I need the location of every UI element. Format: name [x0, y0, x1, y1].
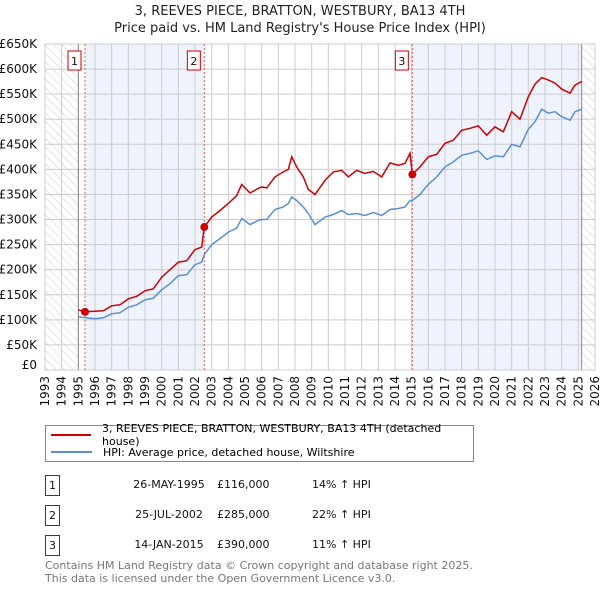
- sale-point: [81, 307, 89, 316]
- y-tick-label: £400K: [0, 162, 38, 176]
- x-tick-label: 2019: [471, 376, 485, 407]
- x-tick-label: 2014: [388, 376, 402, 407]
- x-tick-label: 2016: [421, 376, 435, 407]
- y-tick-label: £450K: [0, 137, 38, 151]
- x-tick-label: 1994: [55, 376, 69, 407]
- sale-point: [200, 223, 209, 232]
- y-tick-label: £650K: [0, 37, 38, 51]
- x-tick-label: 2006: [255, 376, 269, 407]
- marker-badge: 1: [45, 475, 60, 496]
- x-tick-label: 2017: [438, 376, 452, 407]
- x-tick-label: 2001: [171, 376, 185, 407]
- y-tick-label: £250K: [0, 238, 38, 252]
- x-tick-label: 2007: [271, 376, 285, 407]
- legend-item-hpi: HPI: Average price, detached house, Wilt…: [46, 444, 355, 460]
- sale-marker-badge: [67, 50, 82, 71]
- legend: 3, REEVES PIECE, BRATTON, WESTBURY, BA13…: [45, 422, 474, 462]
- x-tick-label: 2005: [238, 376, 252, 407]
- x-tick-label: 2024: [555, 376, 569, 407]
- legend-label: HPI: Average price, detached house, Wilt…: [103, 445, 355, 459]
- y-tick-label: £200K: [0, 263, 38, 277]
- price-chart: 1993 1994 1995 1996 1997 1998 1999 2000 2001 2002…: [0, 37, 600, 407]
- x-tick-label: 2020: [488, 376, 502, 407]
- sale-marker-badge: [394, 50, 409, 71]
- legend-label: 3, REEVES PIECE, BRATTON, WESTBURY, BA13…: [102, 422, 442, 448]
- y-tick-label: £50K: [6, 338, 38, 352]
- x-tick-label: 2015: [405, 376, 419, 407]
- ownership-band: [412, 44, 582, 370]
- x-tick-label: 2012: [355, 376, 369, 407]
- x-tick-label: 2010: [321, 376, 335, 407]
- no-data-hatch-right: [581, 44, 595, 370]
- transaction-date: 25-JUL-2002: [135, 508, 203, 521]
- x-tick-label: 1995: [71, 376, 85, 407]
- sale-marker-label: 1: [71, 55, 78, 68]
- chart-title: 3, REEVES PIECE, BRATTON, WESTBURY, BA13…: [134, 4, 466, 19]
- x-tick-label: 2002: [188, 376, 202, 407]
- x-tick-label: 2011: [338, 376, 352, 407]
- x-tick-label: 1997: [105, 376, 119, 407]
- sale-point: [408, 170, 417, 179]
- legend-swatch-blue: [51, 451, 92, 453]
- x-tick-label: 2021: [505, 376, 519, 407]
- y-tick-label: £600K: [0, 62, 38, 76]
- marker-badge: 3: [45, 535, 60, 556]
- y-tick-label: £550K: [0, 87, 38, 101]
- transaction-hpi: 11% ↑ HPI: [312, 538, 371, 551]
- x-tick-label: 2013: [371, 376, 385, 407]
- x-tick-label: 2009: [305, 376, 319, 407]
- series-line: [78, 108, 582, 320]
- y-tick-label: £300K: [0, 213, 38, 227]
- y-tick-label: £500K: [0, 112, 38, 126]
- y-tick-label: £350K: [0, 187, 38, 201]
- x-tick-label: 2026: [588, 376, 600, 407]
- x-tick-label: 1998: [121, 376, 135, 407]
- sale-marker-label: 2: [190, 55, 197, 68]
- x-tick-label: 2018: [455, 376, 469, 407]
- y-tick-label: £0: [22, 358, 37, 372]
- marker-badge: 2: [45, 505, 60, 526]
- transaction-date: 26-MAY-1995: [133, 478, 205, 491]
- x-tick-label: 2022: [521, 376, 535, 407]
- x-tick-label: 1996: [88, 376, 102, 407]
- chart-subtitle: Price paid vs. HM Land Registry's House …: [114, 21, 486, 36]
- plot-border: [44, 43, 596, 371]
- x-tick-label: 2025: [571, 376, 585, 407]
- transaction-price: £116,000: [217, 478, 270, 491]
- x-tick-label: 2008: [288, 376, 302, 407]
- transaction-hpi: 22% ↑ HPI: [312, 508, 371, 521]
- y-tick-label: £150K: [0, 288, 38, 302]
- transaction-price: £390,000: [217, 538, 270, 551]
- x-tick-label: 2004: [221, 376, 235, 407]
- legend-swatch-red: [51, 434, 92, 436]
- x-tick-label: 2000: [155, 376, 169, 407]
- sale-marker-label: 3: [398, 55, 405, 68]
- x-tick-label: 2003: [205, 376, 219, 407]
- sale-marker-badge: [186, 50, 201, 71]
- y-tick-label: £100K: [0, 313, 38, 327]
- x-tick-label: 2023: [538, 376, 552, 407]
- footer-licence: This data is licensed under the Open Gov…: [45, 572, 396, 585]
- x-tick-label: 1999: [138, 376, 152, 407]
- x-tick-label: 1993: [38, 376, 52, 407]
- footer-copyright: Contains HM Land Registry data © Crown c…: [45, 559, 473, 572]
- transaction-price: £285,000: [217, 508, 270, 521]
- legend-item-property: 3, REEVES PIECE, BRATTON, WESTBURY, BA13…: [46, 422, 473, 448]
- series-line: [78, 76, 583, 313]
- transaction-date: 14-JAN-2015: [134, 538, 204, 551]
- transaction-hpi: 14% ↑ HPI: [312, 478, 371, 491]
